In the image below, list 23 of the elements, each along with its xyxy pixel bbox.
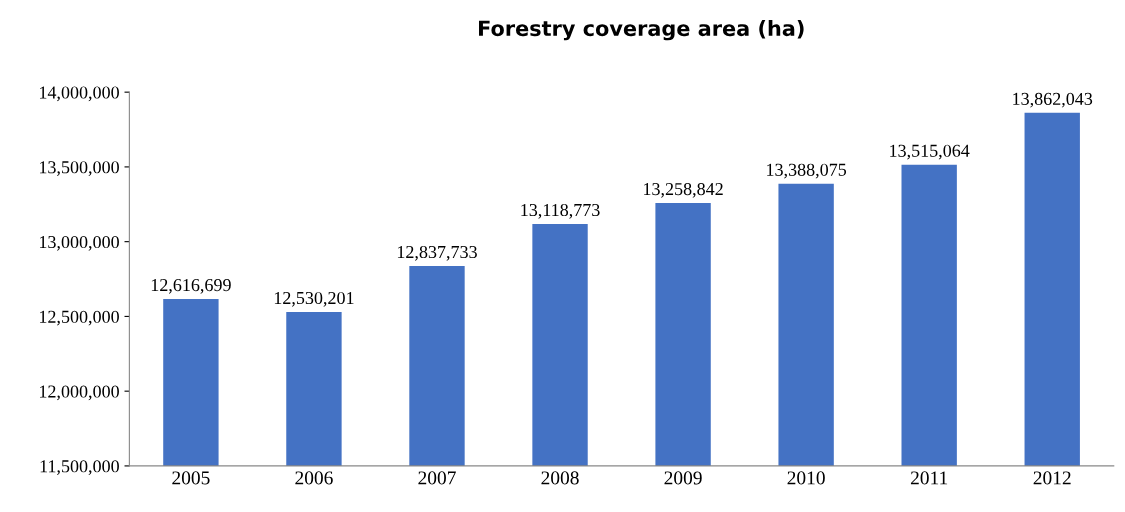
- data-label: 13,388,075: [767, 163, 847, 179]
- data-label: 13,118,773: [521, 203, 600, 219]
- chart-title: Forestry coverage area (ha): [479, 20, 804, 41]
- x-tick-label: 2011: [910, 471, 948, 485]
- y-tick-label: 13,000,000: [39, 235, 119, 251]
- x-tick-label: 2007: [418, 471, 456, 485]
- y-tick-label: 14,000,000: [39, 86, 119, 102]
- y-tick-label: 13,500,000: [39, 161, 119, 176]
- x-tick-label: 2008: [541, 471, 579, 485]
- x-tick-label: 2005: [172, 471, 210, 485]
- x-tick-label: 2009: [664, 471, 702, 485]
- y-tick-label: 12,500,000: [39, 310, 119, 326]
- data-label: 12,530,201: [274, 291, 354, 307]
- y-tick-label: 11,500,000: [40, 460, 119, 475]
- data-label: 13,258,842: [644, 182, 723, 198]
- data-label: 12,837,733: [397, 245, 477, 261]
- y-tick-label: 12,000,000: [39, 385, 119, 401]
- x-tick-label: 2012: [1033, 471, 1071, 485]
- x-tick-label: 2010: [787, 471, 825, 485]
- data-label: 13,862,043: [1013, 92, 1093, 108]
- data-label: 12,616,699: [151, 279, 231, 294]
- data-label: 13,515,064: [890, 144, 970, 160]
- x-tick-label: 2006: [295, 471, 333, 485]
